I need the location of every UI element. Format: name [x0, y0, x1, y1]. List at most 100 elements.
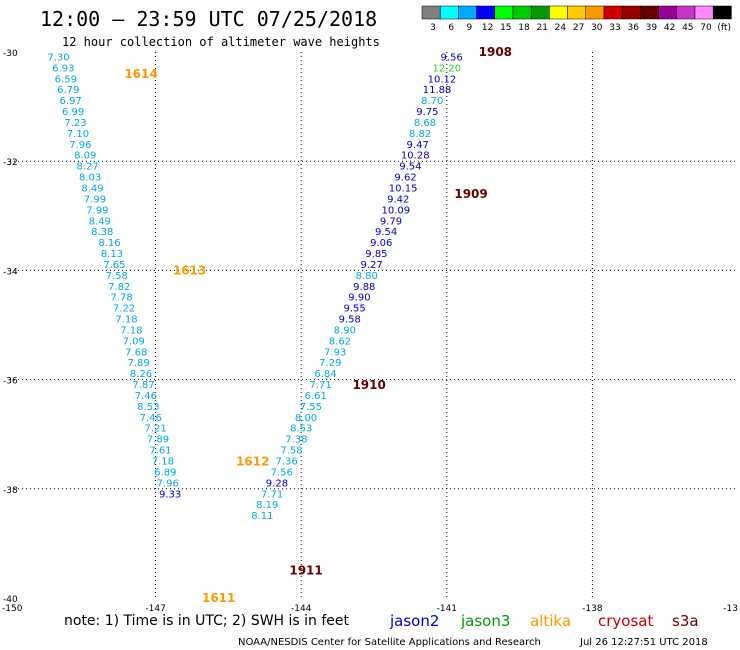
- wave-height-point: 7.18: [152, 457, 174, 468]
- wave-height-point: 9.90: [348, 293, 370, 304]
- color-scale-label: 45: [682, 23, 693, 33]
- color-swatch: [530, 5, 550, 20]
- wave-height-point: 9.06: [370, 238, 392, 249]
- wave-height-point: 11.88: [423, 85, 452, 96]
- x-tick-label: -13: [723, 604, 738, 614]
- wave-height-point: 7.09: [123, 336, 145, 347]
- wave-height-point: 8.68: [414, 118, 436, 129]
- wave-height-point: 7.99: [86, 205, 108, 216]
- color-scale-label: 12: [482, 23, 493, 33]
- wave-height-point: 7.21: [144, 424, 166, 435]
- wave-height-point: 7.65: [103, 260, 125, 271]
- wave-height-point: 6.79: [57, 85, 79, 96]
- color-scale-label: 70: [700, 23, 712, 33]
- axis-ticks: -30 -32 -34 -36 -38 -40-150 -147 -144 -141 -138 -1…: [2, 49, 738, 614]
- wave-height-point: 8.27: [77, 162, 99, 173]
- y-tick-label: -38: [3, 486, 18, 496]
- wave-height-point: 8.00: [295, 413, 317, 424]
- wave-height-point: 8.26: [130, 369, 152, 380]
- wave-height-point: 9.79: [380, 216, 402, 227]
- legend-item-cryosat: cryosat: [598, 612, 653, 630]
- wave-height-point: 7.38: [285, 435, 307, 446]
- wave-height-point: 7.71: [309, 380, 331, 391]
- wave-height-point: 7.99: [84, 194, 106, 205]
- wave-height-point: 7.55: [300, 402, 322, 413]
- color-swatch: [676, 5, 696, 20]
- chart-subtitle: 12 hour collection of altimeter wave hei…: [62, 35, 380, 49]
- wave-height-point: 8.09: [74, 151, 96, 162]
- wave-height-point: 8.16: [98, 238, 120, 249]
- wave-height-point: 7.96: [157, 478, 179, 489]
- wave-height-points: 7.306.936.596.796.976.997.237.107.968.09…: [47, 52, 462, 522]
- wave-height-point: 7.71: [261, 489, 283, 500]
- grid: [10, 52, 738, 598]
- y-tick-label: -32: [3, 158, 18, 168]
- wave-height-point: 8.03: [79, 173, 101, 184]
- color-scale-label: 27: [573, 23, 584, 33]
- color-scale-label: 24: [555, 23, 567, 33]
- wave-height-point: 7.58: [106, 271, 128, 282]
- color-scale-label: 36: [627, 23, 639, 33]
- color-scale-label: 15: [500, 23, 511, 33]
- x-tick-label: -144: [291, 604, 312, 614]
- wave-height-point: 6.99: [62, 107, 84, 118]
- wave-height-point: 10.15: [389, 184, 418, 195]
- legend-item-altika: altika: [530, 612, 571, 630]
- wave-height-point: 7.56: [271, 467, 293, 478]
- color-scale-label: 33: [609, 23, 620, 33]
- wave-height-point: 8.49: [89, 216, 111, 227]
- y-tick-label: -30: [3, 49, 18, 59]
- legend-item-jason2: jason2: [389, 612, 439, 630]
- wave-height-point: 7.22: [113, 304, 135, 315]
- wave-height-point: 8.11: [251, 511, 273, 522]
- wave-height-point: 8.13: [101, 249, 123, 260]
- wave-height-point: 6.97: [60, 96, 82, 107]
- wave-height-point: 8.90: [334, 325, 356, 336]
- wave-height-point: 7.10: [67, 129, 89, 140]
- wave-height-point: 7.18: [120, 325, 142, 336]
- wave-height-point: 6.89: [154, 467, 176, 478]
- wave-height-point: 8.70: [421, 96, 443, 107]
- legend-item-s3a: s3a: [672, 612, 699, 630]
- pass-number-label: 1612: [236, 455, 269, 469]
- wave-height-point: 9.56: [441, 52, 463, 63]
- color-scale-label: 9: [467, 23, 473, 33]
- wave-height-point: 10.12: [428, 74, 457, 85]
- wave-height-point: 7.29: [319, 358, 341, 369]
- wave-height-point: 9.88: [353, 282, 375, 293]
- wave-height-point: 8.19: [256, 500, 278, 511]
- y-tick-label: -40: [3, 595, 18, 605]
- color-scale-label: (ft): [717, 23, 731, 33]
- color-scale-label: 6: [448, 23, 454, 33]
- pass-number-label: 1613: [173, 263, 206, 277]
- wave-height-point: 7.89: [147, 435, 169, 446]
- x-tick-label: -150: [2, 604, 23, 614]
- wave-height-point: 8.82: [409, 129, 431, 140]
- color-swatch: [603, 5, 623, 20]
- wave-height-point: 8.80: [356, 271, 378, 282]
- color-scale-label: 42: [664, 23, 675, 33]
- x-tick-label: -138: [582, 604, 603, 614]
- color-swatch: [512, 5, 532, 20]
- wave-height-point: 9.58: [339, 315, 361, 326]
- color-swatch: [712, 5, 732, 20]
- wave-height-point: 7.30: [47, 52, 69, 63]
- wave-height-point: 6.93: [52, 63, 74, 74]
- wave-height-point: 7.36: [276, 457, 298, 468]
- pass-number-label: 1910: [352, 378, 385, 392]
- satellite-legend: jason2 jason3 altika cryosat s3a: [389, 612, 699, 630]
- wave-height-point: 8.38: [91, 227, 113, 238]
- wave-height-point: 9.54: [375, 227, 397, 238]
- color-swatch: [421, 5, 441, 20]
- wave-height-point: 7.93: [324, 347, 346, 358]
- wave-height-point: 7.61: [149, 446, 171, 457]
- x-tick-label: -147: [145, 604, 165, 614]
- color-scale-label: 39: [646, 23, 658, 33]
- wave-height-point: 8.53: [290, 424, 312, 435]
- wave-height-point: 7.82: [108, 282, 130, 293]
- wave-height-point: 9.47: [407, 140, 429, 151]
- color-scale-label: 18: [518, 23, 530, 33]
- wave-height-point: 10.28: [401, 151, 430, 162]
- pass-number-label: 1911: [289, 564, 322, 578]
- wave-height-point: 8.49: [81, 184, 103, 195]
